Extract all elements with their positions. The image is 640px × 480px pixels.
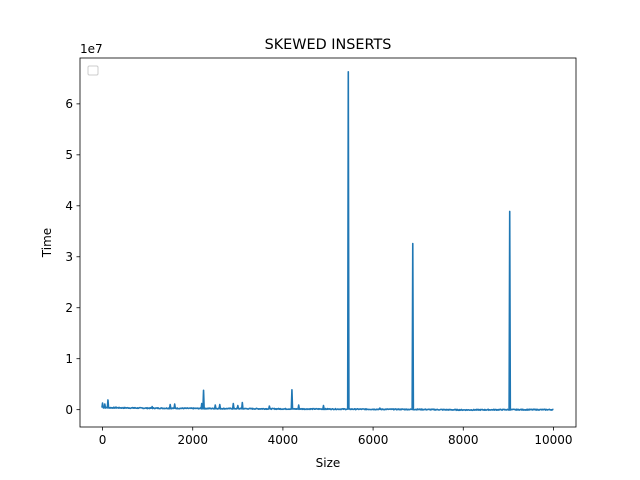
spike-mark (150, 405, 154, 409)
legend-box (87, 65, 99, 76)
plot-frame (79, 57, 577, 428)
spike-mark (168, 403, 172, 409)
spike-mark (322, 404, 325, 410)
y-axis-ticks: 0 1 2 3 4 5 6 (65, 97, 80, 417)
baseline-line (102, 406, 554, 412)
y-offset-label: 1e7 (80, 42, 103, 56)
spike-mark (218, 403, 222, 409)
spike-mark (268, 405, 271, 410)
spike-mark (200, 402, 204, 409)
x-tick-label: 0 (99, 433, 107, 447)
y-axis-label: Time (40, 228, 54, 258)
spike-mark (236, 404, 240, 409)
x-tick-label: 6000 (358, 433, 389, 447)
y-tick-label: 0 (65, 403, 73, 417)
spike-mark (213, 404, 217, 409)
y-tick-label: 1 (65, 352, 73, 366)
x-tick-label: 8000 (448, 433, 479, 447)
plot-area (80, 58, 576, 427)
spike-mark (297, 404, 301, 410)
spike-mark (378, 407, 382, 410)
x-axis-ticks: 0 2000 4000 6000 8000 10000 (99, 427, 573, 447)
y-tick-label: 3 (65, 250, 73, 264)
x-tick-label: 4000 (268, 433, 299, 447)
spike-mark (114, 406, 118, 409)
spike-mark (240, 401, 244, 409)
spike-mark (103, 403, 107, 408)
y-tick-label: 4 (65, 199, 73, 213)
chart-title: SKEWED INSERTS (265, 37, 392, 53)
data-series (101, 70, 554, 412)
spike-mark (411, 242, 415, 410)
y-tick-label: 6 (65, 97, 73, 111)
x-tick-label: 10000 (534, 433, 572, 447)
spike-mark (290, 388, 294, 409)
spike-mark (101, 402, 104, 408)
x-tick-label: 2000 (177, 433, 208, 447)
spike-mark (508, 210, 512, 410)
spike-mark (346, 70, 350, 410)
y-tick-label: 5 (65, 148, 73, 162)
spike-mark (173, 403, 177, 409)
spike-mark (202, 389, 205, 409)
y-tick-label: 2 (65, 301, 73, 315)
spike-mark (231, 402, 235, 409)
x-axis-label: Size (316, 456, 341, 470)
spike-mark (106, 399, 110, 408)
